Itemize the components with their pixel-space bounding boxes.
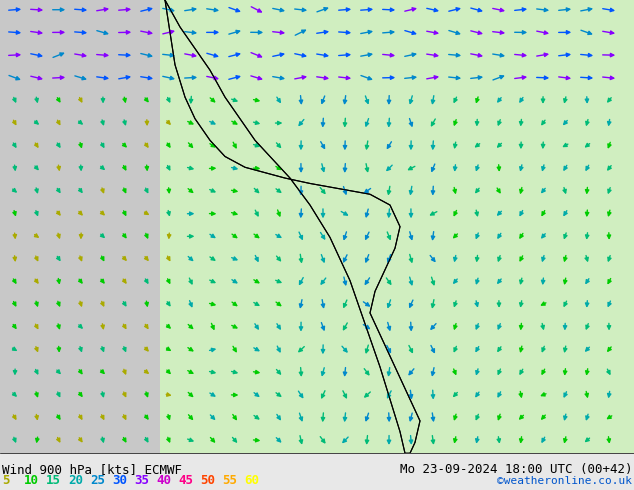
Text: 15: 15 (46, 473, 61, 487)
Text: 55: 55 (222, 473, 237, 487)
Text: 20: 20 (68, 473, 83, 487)
Text: 25: 25 (90, 473, 105, 487)
Text: 35: 35 (134, 473, 149, 487)
Text: 50: 50 (200, 473, 215, 487)
Polygon shape (165, 0, 420, 453)
Text: Wind 900 hPa [kts] ECMWF: Wind 900 hPa [kts] ECMWF (2, 463, 182, 476)
Text: Mo 23-09-2024 18:00 UTC (00+42): Mo 23-09-2024 18:00 UTC (00+42) (399, 463, 632, 476)
Text: 10: 10 (24, 473, 39, 487)
FancyBboxPatch shape (160, 0, 634, 453)
Text: ©weatheronline.co.uk: ©weatheronline.co.uk (497, 476, 632, 486)
Text: 30: 30 (112, 473, 127, 487)
Text: 60: 60 (244, 473, 259, 487)
Text: 45: 45 (178, 473, 193, 487)
FancyBboxPatch shape (0, 0, 190, 453)
Text: 5: 5 (2, 473, 10, 487)
Text: 40: 40 (156, 473, 171, 487)
